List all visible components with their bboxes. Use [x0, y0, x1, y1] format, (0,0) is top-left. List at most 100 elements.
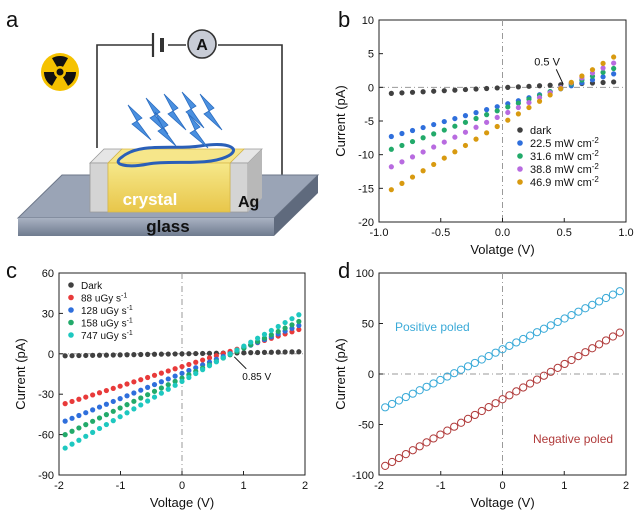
data-point [408, 389, 417, 398]
series-label-positive: Positive poled [395, 320, 470, 334]
data-point [409, 89, 416, 95]
data-point [436, 430, 445, 439]
y-tick-label: -15 [358, 183, 374, 195]
data-point [289, 322, 295, 328]
data-point [241, 343, 247, 349]
data-point [526, 99, 532, 106]
data-point [415, 386, 424, 395]
data-point [145, 384, 151, 390]
data-point [484, 119, 490, 125]
data-point [452, 87, 458, 93]
data-point [158, 351, 164, 357]
data-point [248, 350, 254, 356]
data-point [193, 365, 199, 371]
legend-marker [517, 153, 523, 159]
data-point [289, 316, 295, 322]
x-tick-label: 2 [623, 480, 629, 492]
legend-label: 747 uGy s-1 [81, 330, 133, 342]
data-point [526, 104, 532, 111]
data-point [282, 349, 288, 355]
legend-label: 88 uGy s-1 [81, 293, 127, 305]
data-point [282, 319, 288, 326]
data-point [145, 398, 151, 404]
data-point [261, 331, 268, 337]
data-point [601, 293, 611, 303]
data-point [296, 326, 302, 333]
data-point [420, 124, 426, 131]
legend-label: 38.8 mW cm-2 [530, 162, 599, 176]
data-point [484, 85, 490, 92]
data-point [110, 398, 116, 405]
data-point [409, 154, 416, 160]
data-point [558, 86, 564, 92]
data-point [76, 425, 82, 431]
data-point [186, 361, 192, 368]
data-point [193, 370, 199, 377]
crystal-slab [107, 148, 245, 213]
ammeter-label: A [196, 37, 208, 54]
data-point [494, 114, 500, 121]
data-point [296, 318, 302, 325]
data-point [568, 79, 574, 85]
legend-marker [68, 282, 74, 288]
data-point [103, 387, 109, 394]
ag-label: Ag [238, 194, 259, 211]
data-point [452, 115, 458, 122]
legend-label: 31.6 mW cm-2 [530, 149, 599, 163]
annotation-arrow [233, 356, 247, 370]
data-point [110, 418, 116, 424]
data-point [275, 328, 281, 335]
data-point [103, 412, 109, 418]
data-point [600, 79, 606, 86]
data-point [429, 379, 438, 388]
data-point [151, 351, 158, 357]
data-point [151, 394, 158, 400]
data-point [275, 349, 281, 355]
data-point [165, 368, 171, 374]
data-point [484, 112, 490, 118]
data-point [536, 98, 543, 104]
data-point [588, 300, 597, 309]
chart-d: -2 -1 0 1 2 100 50 0 -50 -100 Voltage (V) Current (… [333, 268, 629, 510]
data-point [581, 348, 590, 357]
data-point [69, 441, 75, 447]
data-point [498, 345, 507, 354]
data-point [206, 363, 213, 369]
data-point [611, 60, 617, 66]
data-point [611, 54, 617, 60]
data-point [200, 350, 206, 357]
data-point [165, 351, 171, 357]
data-point [399, 90, 405, 96]
y-tick-label: -90 [38, 470, 54, 482]
x-tick-label: 0.5 [557, 227, 572, 239]
data-point [441, 88, 447, 94]
panel-letter-d: d [338, 258, 350, 283]
data-point [69, 415, 75, 421]
data-point [574, 352, 583, 361]
data-point [409, 138, 416, 145]
data-point [131, 390, 137, 396]
data-point [399, 159, 405, 165]
data-point [494, 104, 500, 110]
data-point [560, 359, 569, 369]
data-point [463, 362, 473, 371]
crystal-label: crystal [123, 190, 178, 209]
data-point [69, 428, 75, 434]
ammeter-icon: A [187, 29, 217, 59]
data-point [296, 349, 302, 355]
data-point [96, 404, 103, 410]
legend-marker [517, 166, 523, 172]
data-point [255, 335, 261, 341]
data-point [512, 387, 521, 396]
data-point [388, 164, 394, 170]
data-point [484, 351, 493, 361]
data-point [138, 402, 144, 408]
data-point [462, 119, 469, 125]
x-tick-label: 2 [302, 480, 308, 492]
x-tick-label: 1.0 [618, 227, 633, 239]
data-point [387, 399, 397, 409]
data-point [62, 401, 68, 407]
y-tick-label: -10 [358, 150, 374, 162]
data-point [138, 387, 144, 393]
